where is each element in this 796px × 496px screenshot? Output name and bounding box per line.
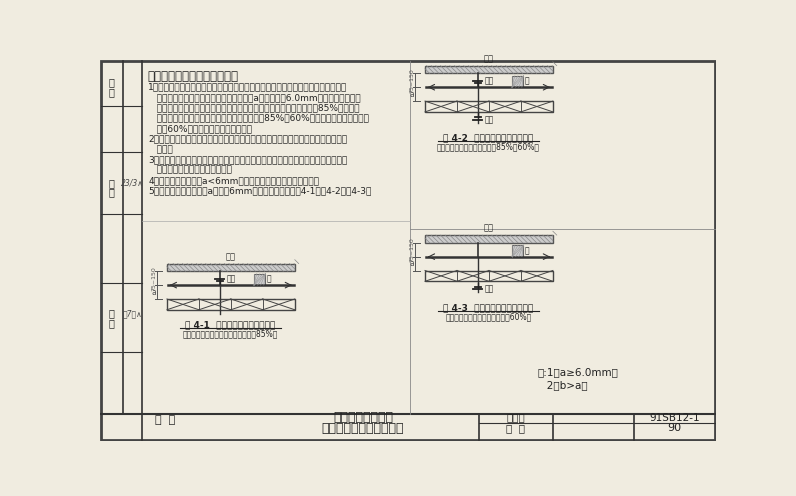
Text: 喷头: 喷头 bbox=[227, 274, 236, 284]
Bar bbox=[512, 245, 524, 256]
Bar bbox=[199, 299, 231, 310]
Bar bbox=[489, 270, 521, 281]
Text: 23/3∧: 23/3∧ bbox=[121, 178, 143, 187]
Text: 顶板: 顶板 bbox=[483, 55, 494, 63]
Text: 九、敞开式格栅吊顶喷头安装: 九、敞开式格栅吊顶喷头安装 bbox=[147, 70, 239, 83]
Bar bbox=[425, 270, 553, 281]
Text: 图 4-1  格栅吊顶喷头安装示意图: 图 4-1 格栅吊顶喷头安装示意图 bbox=[185, 320, 275, 329]
Text: 5）敞开式格栅吊顶，当a不小于6mm时，喷头安装参照图4-1，图4-2，图4-3。: 5）敞开式格栅吊顶，当a不小于6mm时，喷头安装参照图4-1，图4-2，图4-3… bbox=[148, 186, 372, 195]
Text: 91SB12-1: 91SB12-1 bbox=[650, 413, 700, 423]
Text: 喷头: 喷头 bbox=[485, 76, 494, 86]
Bar bbox=[521, 270, 553, 281]
Text: 审: 审 bbox=[109, 87, 115, 97]
Text: a: a bbox=[409, 259, 414, 268]
Text: 敞开式格栅吊顶喷头安装: 敞开式格栅吊顶喷头安装 bbox=[322, 422, 404, 435]
Text: 图集号: 图集号 bbox=[506, 413, 525, 423]
Text: 特殊场所喷头设置: 特殊场所喷头设置 bbox=[333, 411, 393, 424]
Bar bbox=[425, 270, 457, 281]
Text: 顶板: 顶板 bbox=[225, 252, 236, 261]
Text: 喷头: 喷头 bbox=[485, 115, 494, 124]
Text: 3）对于有特殊装修要求的吊顶，应结合建筑物的火灾危险等级，具体分析烟气的流: 3）对于有特殊装修要求的吊顶，应结合建筑物的火灾危险等级，具体分析烟气的流 bbox=[148, 155, 348, 164]
Text: 图: 图 bbox=[109, 77, 115, 88]
Text: 75~150: 75~150 bbox=[151, 266, 156, 291]
Text: 75~150: 75~150 bbox=[409, 68, 414, 93]
Bar bbox=[167, 299, 295, 310]
Bar bbox=[425, 101, 553, 112]
Text: 1）敞开式格栅吊顶不宜设于喷头之下，如果敞开式格栅设于喷头之下，格栅吊顶应: 1）敞开式格栅吊顶不宜设于喷头之下，如果敞开式格栅设于喷头之下，格栅吊顶应 bbox=[148, 83, 348, 92]
Bar bbox=[425, 101, 457, 112]
Text: 梁: 梁 bbox=[525, 76, 529, 86]
Bar bbox=[167, 263, 295, 271]
Text: 校: 校 bbox=[109, 309, 115, 318]
Text: （开口面积占吊顶面积比例小于60%）: （开口面积占吊顶面积比例小于60%） bbox=[446, 312, 532, 321]
Bar bbox=[425, 65, 553, 73]
Text: 设: 设 bbox=[109, 178, 115, 187]
Bar bbox=[489, 101, 521, 112]
Text: 图 4-3  格栅吊顶喷头安装示意图: 图 4-3 格栅吊顶喷头安装示意图 bbox=[443, 303, 533, 312]
Text: 学7次∧: 学7次∧ bbox=[122, 309, 142, 318]
Bar bbox=[263, 299, 295, 310]
Text: 仅在层面板下安装，当开口面积占吊顶面积的85%～60%时，上下均安装喷头，当: 仅在层面板下安装，当开口面积占吊顶面积的85%～60%时，上下均安装喷头，当 bbox=[148, 114, 369, 123]
Bar bbox=[231, 299, 263, 310]
Text: 计: 计 bbox=[109, 187, 115, 197]
Bar bbox=[457, 270, 489, 281]
Bar bbox=[512, 76, 524, 87]
Bar bbox=[521, 101, 553, 112]
Text: （开口面积占吊顶面积的比例不小于85%）: （开口面积占吊顶面积的比例不小于85%） bbox=[183, 330, 278, 339]
Text: 核: 核 bbox=[109, 318, 115, 328]
Text: 口的深度不大于开口的最小尺寸，开口面积占吊顶面积的比例不小于85%时，喷头: 口的深度不大于开口的最小尺寸，开口面积占吊顶面积的比例不小于85%时，喷头 bbox=[148, 103, 360, 113]
Text: 梁: 梁 bbox=[267, 274, 271, 284]
Bar bbox=[425, 235, 553, 243]
Text: 注:1．a≥6.0mm．: 注:1．a≥6.0mm． bbox=[537, 368, 618, 377]
Text: 满足下列条件：敞开式吊顶格栅开口尺寸a大于或等于6.0mm，材料的厚度或开: 满足下列条件：敞开式吊顶格栅开口尺寸a大于或等于6.0mm，材料的厚度或开 bbox=[148, 93, 361, 102]
Text: 图  名: 图 名 bbox=[155, 415, 176, 425]
Bar bbox=[457, 101, 489, 112]
Text: 顶板: 顶板 bbox=[483, 224, 494, 233]
Text: 梁: 梁 bbox=[525, 246, 529, 255]
Bar bbox=[167, 299, 199, 310]
Text: 页  次: 页 次 bbox=[506, 424, 525, 434]
Text: 75~150: 75~150 bbox=[409, 237, 414, 262]
Text: 2）轻危险级和中危险级建筑中，敞开式格栅吊顶设于喷头之下，喷头应布置在层面: 2）轻危险级和中危险级建筑中，敞开式格栅吊顶设于喷头之下，喷头应布置在层面 bbox=[148, 134, 347, 144]
Text: 90: 90 bbox=[668, 424, 681, 434]
Text: 2．b>a．: 2．b>a． bbox=[537, 380, 588, 390]
Text: a: a bbox=[409, 90, 414, 99]
Text: 动和聚集特点，合理布置喷头。: 动和聚集特点，合理布置喷头。 bbox=[148, 166, 232, 175]
Text: a: a bbox=[151, 288, 156, 297]
Text: 图 4-2  格栅吊顶喷头安装示意图: 图 4-2 格栅吊顶喷头安装示意图 bbox=[443, 133, 533, 142]
Text: 板下。: 板下。 bbox=[148, 145, 173, 154]
Text: 小于60%时，仅在吊顶下安装喷头。: 小于60%时，仅在吊顶下安装喷头。 bbox=[148, 124, 252, 133]
Text: 喷头: 喷头 bbox=[485, 285, 494, 294]
Text: 4）当栅板之间的净距a<6mm时，喷头应在格栅式吊顶处安装。: 4）当栅板之间的净距a<6mm时，喷头应在格栅式吊顶处安装。 bbox=[148, 176, 319, 185]
Bar bbox=[254, 274, 265, 285]
Text: （开口面积占吊顶面积的比例85%～60%）: （开口面积占吊顶面积的比例85%～60%） bbox=[437, 143, 540, 152]
